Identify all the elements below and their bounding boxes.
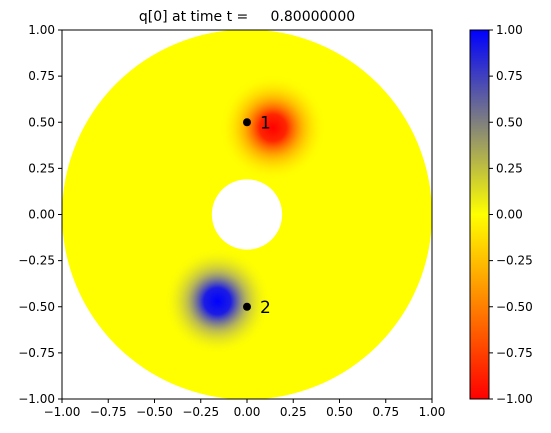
y-tick-label: 0.25: [28, 161, 55, 175]
chart-title: q[0] at time t = 0.80000000: [139, 9, 355, 25]
probe-marker: [243, 118, 251, 127]
colorbar-tick-label: −0.25: [496, 254, 533, 268]
x-tick-label: 0.00: [234, 405, 261, 419]
y-tick-label: −1.00: [18, 392, 55, 406]
y-tick-label: −0.50: [18, 300, 55, 314]
colorbar-tick-label: −0.50: [496, 300, 533, 314]
colorbar-tick-label: 0.25: [496, 161, 523, 175]
colorbar-ticks: 1.00 0.75 0.50 0.25 0.00 −0.25 −0.50 −0.75 −1.00: [489, 23, 533, 406]
x-tick-label: −0.25: [182, 405, 219, 419]
colorbar-tick-label: 1.00: [496, 23, 523, 37]
y-tick-label: 1.00: [28, 23, 55, 37]
x-tick-label: −0.75: [90, 405, 127, 419]
y-tick-label: −0.75: [18, 346, 55, 360]
colorbar-tick-label: 0.75: [496, 69, 523, 83]
annulus-hole: [211, 179, 283, 250]
x-tick-label: −0.50: [136, 405, 173, 419]
x-tick-label: 0.50: [326, 405, 353, 419]
probes-layer: 12: [243, 113, 271, 318]
y-tick-label: 0.75: [28, 69, 55, 83]
x-axis: −1.00 −0.75 −0.50 −0.25 0.00 0.25 0.50 0.75 1.00: [44, 399, 446, 419]
y-axis: −1.00 −0.75 −0.50 −0.25 0.00 0.25 0.50 0.75 1.00: [18, 23, 62, 406]
colorbar-tick-label: 0.50: [496, 115, 523, 129]
colorbar-tick-label: −1.00: [496, 392, 533, 406]
y-tick-label: 0.50: [28, 115, 55, 129]
x-tick-label: 0.25: [280, 405, 307, 419]
x-tick-label: 1.00: [419, 405, 446, 419]
x-tick-label: −1.00: [44, 405, 81, 419]
colorbar-tick-label: 0.00: [496, 208, 523, 222]
probe-marker: [243, 302, 251, 311]
colorbar-gradient: [469, 29, 490, 400]
y-tick-label: 0.00: [28, 208, 55, 222]
feature-positive-blob: [164, 247, 271, 355]
x-tick-label: 0.75: [372, 405, 399, 419]
colorbar: 1.00 0.75 0.50 0.25 0.00 −0.25 −0.50 −0.75 −1.00: [469, 23, 533, 406]
feature-negative-blob: [219, 74, 327, 182]
y-tick-label: −0.25: [18, 254, 55, 268]
probe-label: 2: [260, 298, 271, 318]
probe-label: 1: [260, 113, 271, 133]
plot-area: 12 −1.00 −0.75 −0.50 −0.25 0.00 0.25 0.50 0.75 1…: [18, 23, 445, 419]
features-layer: [164, 74, 327, 355]
colorbar-tick-label: −0.75: [496, 346, 533, 360]
